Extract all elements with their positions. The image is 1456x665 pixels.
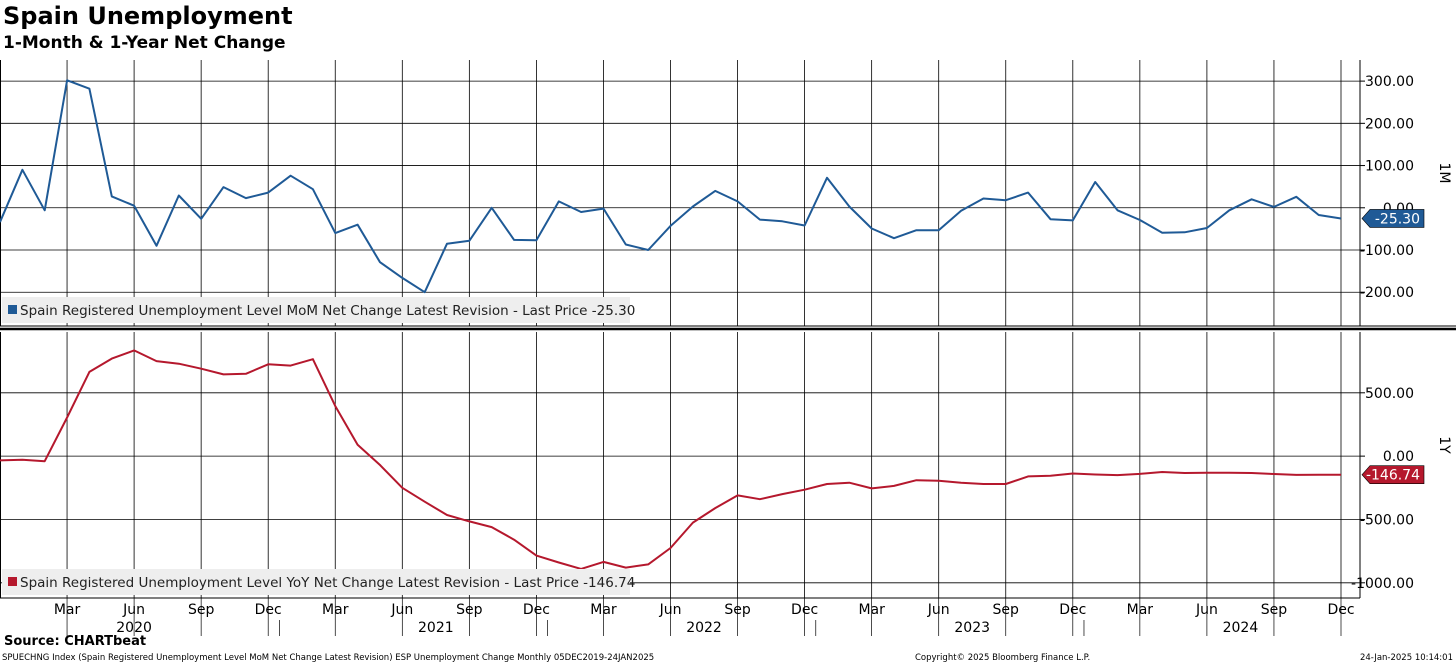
y-tick-label: 100.00	[1365, 159, 1414, 175]
last-price-label: -25.30	[1375, 211, 1420, 227]
source-note: Source: CHARTbeat	[4, 634, 147, 649]
x-month-label: Dec	[1327, 602, 1354, 618]
x-month-label: Sep	[188, 602, 215, 618]
legend-text: Spain Registered Unemployment Level MoM …	[20, 303, 635, 319]
panel-label: 1Y	[1436, 436, 1452, 454]
chart-subtitle: 1-Month & 1-Year Net Change	[3, 33, 286, 53]
y-tick-label: -200.00	[1360, 285, 1414, 301]
line-layer	[0, 79, 1342, 570]
legend-box	[2, 297, 630, 323]
y-tick-label: 0.00	[1383, 449, 1414, 465]
x-month-label: Jun	[1195, 602, 1218, 618]
legend-swatch	[8, 305, 17, 314]
x-month-label: Sep	[993, 602, 1020, 618]
timestamp: 24-Jan-2025 10:14:01	[1359, 653, 1453, 663]
last-price-label: -146.74	[1366, 468, 1420, 484]
x-month-label: Dec	[791, 602, 818, 618]
x-month-label: Dec	[1059, 602, 1086, 618]
x-year-label: 2022	[686, 620, 722, 636]
x-year-label: 2024	[1223, 620, 1259, 636]
x-month-label: Jun	[659, 602, 682, 618]
x-month-label: Mar	[322, 602, 349, 618]
x-month-label: Dec	[255, 602, 282, 618]
x-month-label: Mar	[1127, 602, 1154, 618]
y-tick-label: -1000.00	[1351, 576, 1414, 592]
y-tick-label: 300.00	[1365, 74, 1414, 90]
panel-label: 1M	[1436, 163, 1452, 184]
x-month-label: Sep	[724, 602, 751, 618]
chart-title: Spain Unemployment	[3, 2, 293, 30]
y-tick-label: 200.00	[1365, 116, 1414, 132]
x-year-label: 2023	[954, 620, 990, 636]
legend-box	[2, 569, 630, 595]
index-description: SPUECHNG Index (Spain Registered Unemplo…	[2, 653, 655, 663]
x-month-label: Sep	[1261, 602, 1288, 618]
last-price-tag	[1361, 465, 1425, 485]
x-month-label: Jun	[390, 602, 413, 618]
legend-swatch	[8, 577, 17, 586]
label-layer: 300.00 200.00 100.00 0.00 -100.00 -200.00 -25.…	[2, 74, 1452, 636]
x-month-label: Mar	[54, 602, 81, 618]
series-line	[0, 349, 1342, 570]
y-tick-label: -100.00	[1360, 243, 1414, 259]
legend-text: Spain Registered Unemployment Level YoY …	[20, 575, 635, 591]
x-month-label: Sep	[456, 602, 483, 618]
x-month-label: Mar	[590, 602, 617, 618]
last-price-tag	[1361, 209, 1425, 228]
y-tick-label: 500.00	[1365, 386, 1414, 402]
x-month-label: Jun	[122, 602, 145, 618]
grid-layer	[0, 60, 1456, 636]
x-month-label: Dec	[523, 602, 550, 618]
x-month-label: Mar	[858, 602, 885, 618]
x-month-label: Jun	[927, 602, 950, 618]
series-line	[0, 79, 1342, 294]
x-year-label: 2020	[116, 620, 152, 636]
copyright-note: Copyright© 2025 Bloomberg Finance L.P.	[915, 653, 1091, 663]
x-year-label: 2021	[418, 620, 454, 636]
y-tick-label: -500.00	[1360, 512, 1414, 528]
